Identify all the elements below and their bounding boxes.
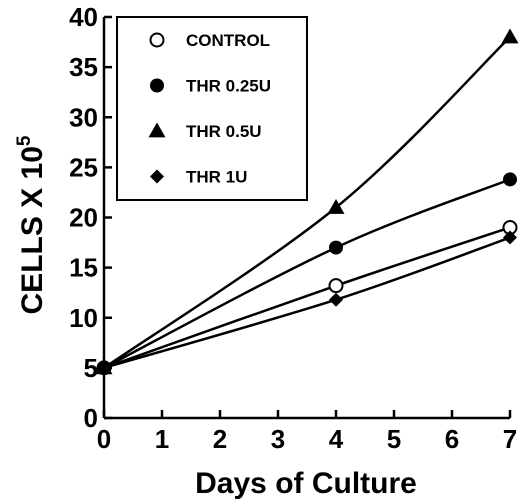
x-tick-label: 3 (271, 424, 285, 454)
data-point-thr-1u (503, 230, 517, 245)
data-point-thr-0-5u (501, 28, 519, 44)
y-tick-label: 25 (69, 152, 98, 182)
x-tick-label: 4 (329, 424, 344, 454)
legend: CONTROL THR 0.25U THR 0.5U THR 1U (116, 16, 308, 201)
legend-label-thr-0-5u: THR 0.5U (186, 122, 262, 141)
y-axis-title-exponent: 5 (14, 135, 35, 146)
series-line-thr-0-25u (103, 178, 511, 369)
data-point-thr-1u (329, 292, 343, 307)
data-point-control (328, 278, 344, 294)
legend-label-thr-0-25u: THR 0.25U (186, 77, 271, 96)
data-point-thr-0-25u (503, 172, 517, 187)
legend-box (116, 16, 308, 201)
legend-label-control: CONTROL (186, 31, 270, 50)
y-tick-label: 0 (84, 403, 98, 433)
legend-marker-thr-1u (150, 169, 164, 184)
y-tick-label: 35 (69, 52, 98, 82)
legend-marker-thr-0-25u (150, 78, 164, 93)
legend-marker-thr-0-5u (148, 122, 166, 138)
series-line-thr-1u (103, 236, 511, 370)
y-axis-ticks: 0 5 10 15 20 25 30 35 40 (69, 2, 112, 433)
legend-label-thr-1u: THR 1U (186, 168, 247, 187)
data-point-thr-0-25u (329, 240, 343, 255)
y-tick-label: 15 (69, 253, 98, 283)
x-tick-label: 0 (97, 424, 111, 454)
data-point-thr-0-5u (327, 198, 345, 214)
x-tick-label: 2 (213, 424, 227, 454)
data-point-thr-1u (97, 360, 111, 375)
x-axis-ticks: 0 1 2 3 4 5 6 7 (97, 410, 517, 454)
series-markers (95, 28, 519, 376)
y-axis-title-base: CELLS X 10 (16, 146, 49, 314)
x-tick-label: 1 (155, 424, 169, 454)
legend-marker-control (149, 32, 165, 48)
series-line-control (103, 226, 511, 370)
y-tick-label: 20 (69, 203, 98, 233)
x-tick-label: 7 (503, 424, 517, 454)
y-tick-label: 10 (69, 303, 98, 333)
y-tick-label: 5 (84, 353, 98, 383)
x-tick-label: 6 (445, 424, 459, 454)
x-axis-title: Days of Culture (195, 467, 417, 500)
y-tick-label: 40 (69, 2, 98, 32)
x-tick-label: 5 (387, 424, 401, 454)
y-axis-title: CELLS X 105 (14, 135, 49, 314)
y-tick-label: 30 (69, 102, 98, 132)
